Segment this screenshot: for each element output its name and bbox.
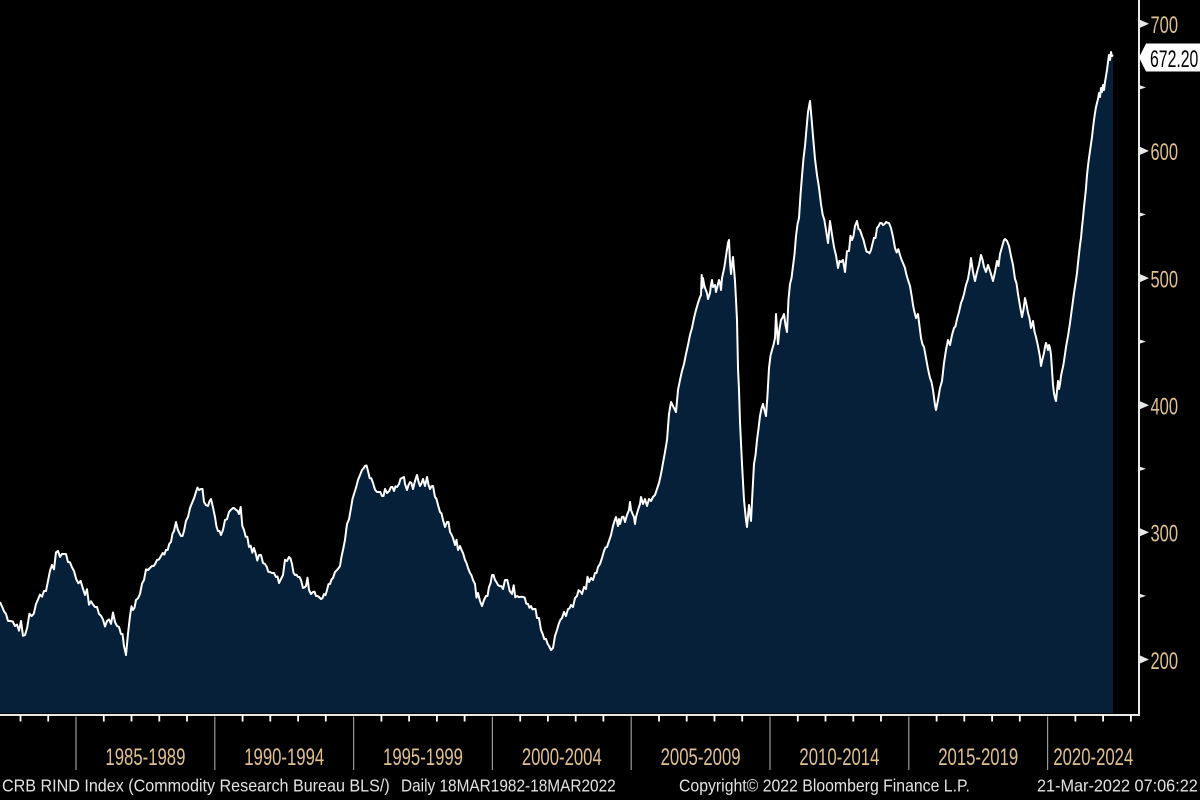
svg-text:2005-2009: 2005-2009 xyxy=(661,744,741,771)
svg-text:2020-2024: 2020-2024 xyxy=(1053,744,1133,771)
svg-text:2015-2019: 2015-2019 xyxy=(938,744,1018,771)
svg-text:500: 500 xyxy=(1151,266,1179,293)
svg-text:Copyright© 2022 Bloomberg Fina: Copyright© 2022 Bloomberg Finance L.P. xyxy=(679,776,970,796)
svg-text:672.20: 672.20 xyxy=(1150,47,1198,73)
svg-text:200: 200 xyxy=(1151,648,1179,675)
svg-text:2000-2004: 2000-2004 xyxy=(522,744,602,771)
svg-text:21-Mar-2022 07:06:22: 21-Mar-2022 07:06:22 xyxy=(1037,776,1198,796)
svg-text:1985-1989: 1985-1989 xyxy=(105,744,185,771)
svg-text:1995-1999: 1995-1999 xyxy=(383,744,463,771)
svg-text:300: 300 xyxy=(1151,521,1179,548)
svg-text:700: 700 xyxy=(1151,12,1179,39)
svg-text:1990-1994: 1990-1994 xyxy=(244,744,324,771)
svg-text:CRB RIND Index (Commodity Rese: CRB RIND Index (Commodity Research Burea… xyxy=(2,776,390,796)
svg-text:2010-2014: 2010-2014 xyxy=(799,744,879,771)
svg-text:Daily 18MAR1982-18MAR2022: Daily 18MAR1982-18MAR2022 xyxy=(401,777,616,796)
svg-text:400: 400 xyxy=(1151,394,1179,421)
svg-text:600: 600 xyxy=(1151,139,1179,166)
